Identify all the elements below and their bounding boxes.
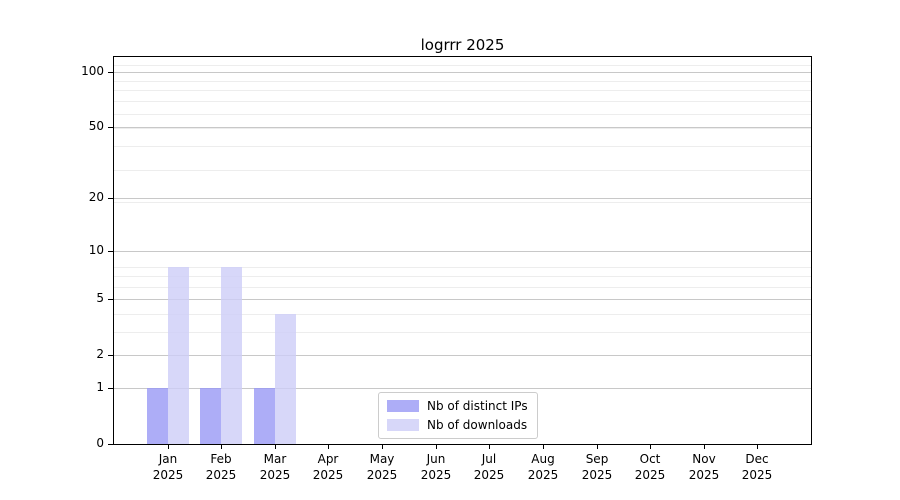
bar-downloads-feb (221, 267, 242, 444)
major-gridline (114, 388, 811, 389)
y-tick (108, 127, 113, 128)
legend-label-distinct-ips: Nb of distinct IPs (427, 399, 528, 413)
y-tick-label: 10 (88, 243, 104, 257)
minor-gridline (114, 146, 811, 147)
y-tick-label: 50 (88, 119, 104, 133)
y-tick-label: 5 (96, 291, 104, 305)
x-tick-label: Apr 2025 (312, 452, 344, 482)
x-tick-label: May 2025 (366, 452, 398, 482)
minor-gridline (114, 81, 811, 82)
bar-downloads-mar (275, 314, 296, 444)
minor-gridline (114, 267, 811, 268)
bar-downloads-jan (168, 267, 189, 444)
minor-gridline (114, 170, 811, 171)
minor-gridline (114, 128, 811, 129)
x-tick (650, 445, 651, 449)
major-gridline (114, 251, 811, 252)
x-tick (275, 445, 276, 449)
legend-swatch-distinct-ips-icon (387, 400, 419, 412)
legend-item-downloads: Nb of downloads (387, 417, 528, 433)
x-tick (328, 445, 329, 449)
major-gridline (114, 127, 811, 128)
minor-gridline (114, 332, 811, 333)
x-tick (543, 445, 544, 449)
minor-gridline (114, 276, 811, 277)
bar-ips-feb (200, 388, 221, 444)
x-tick (597, 445, 598, 449)
legend-swatch-downloads-icon (387, 419, 419, 431)
y-tick-label: 0 (96, 436, 104, 450)
x-tick-label: Dec 2025 (741, 452, 773, 482)
minor-gridline (114, 65, 811, 66)
x-tick-label: Aug 2025 (527, 452, 559, 482)
major-gridline (114, 72, 811, 73)
minor-gridline (114, 202, 811, 203)
major-gridline (114, 355, 811, 356)
y-tick (108, 251, 113, 252)
x-tick-label: Mar 2025 (259, 452, 291, 482)
y-tick (108, 198, 113, 199)
minor-gridline (114, 114, 811, 115)
minor-gridline (114, 101, 811, 102)
x-tick-label: Feb 2025 (205, 452, 237, 482)
y-tick (108, 355, 113, 356)
y-tick (108, 388, 113, 389)
bar-ips-jan (147, 388, 168, 444)
y-tick-label: 2 (96, 347, 104, 361)
major-gridline (114, 198, 811, 199)
legend: Nb of distinct IPs Nb of downloads (378, 392, 538, 439)
x-tick-label: Oct 2025 (634, 452, 666, 482)
x-tick (221, 445, 222, 449)
y-tick (108, 72, 113, 73)
chart-title: logrrr 2025 (420, 36, 505, 54)
legend-label-downloads: Nb of downloads (427, 418, 528, 432)
y-tick (108, 444, 113, 445)
x-tick (168, 445, 169, 449)
y-tick-label: 1 (96, 380, 104, 394)
x-tick (704, 445, 705, 449)
minor-gridline (114, 287, 811, 288)
x-tick-label: Jul 2025 (473, 452, 505, 482)
x-tick-label: Jun 2025 (420, 452, 452, 482)
bar-ips-mar (254, 388, 275, 444)
x-tick-label: Jan 2025 (152, 452, 184, 482)
major-gridline (114, 299, 811, 300)
x-tick-label: Sep 2025 (581, 452, 613, 482)
x-tick (757, 445, 758, 449)
y-tick (108, 299, 113, 300)
minor-gridline (114, 90, 811, 91)
y-tick-label: 20 (88, 190, 104, 204)
legend-item-distinct-ips: Nb of distinct IPs (387, 398, 528, 414)
x-tick (436, 445, 437, 449)
x-tick (489, 445, 490, 449)
x-tick (382, 445, 383, 449)
minor-gridline (114, 314, 811, 315)
x-tick-label: Nov 2025 (688, 452, 720, 482)
y-tick-label: 100 (81, 64, 104, 78)
plot-area (113, 56, 812, 445)
